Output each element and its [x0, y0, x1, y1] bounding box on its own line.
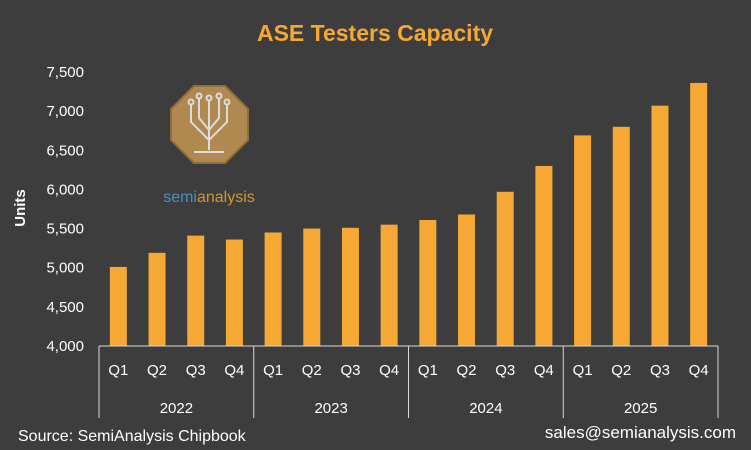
- chart-title: ASE Testers Capacity: [257, 20, 493, 46]
- y-tick-label: 7,000: [46, 103, 84, 120]
- bars: [109, 82, 708, 347]
- bar: [148, 252, 166, 346]
- bar: [187, 235, 205, 346]
- x-tick-label: Q4: [534, 362, 554, 379]
- bar: [380, 224, 398, 346]
- y-tick-label: 6,500: [46, 142, 84, 159]
- x-tick-label: Q1: [263, 362, 283, 379]
- x-tick-label: Q1: [108, 362, 128, 379]
- x-tick-label: Q3: [650, 362, 670, 379]
- logo-wordmark: semianalysis: [163, 189, 255, 206]
- x-group-label: 2024: [469, 400, 502, 417]
- y-axis: 4,000 4,500 5,000 5,500 6,000 6,500 7,000 7,500: [46, 64, 84, 355]
- bar: [264, 232, 282, 346]
- y-tick-label: 4,000: [46, 338, 84, 355]
- bar: [341, 227, 359, 346]
- x-tick-label: Q2: [147, 362, 167, 379]
- y-tick-label: 5,500: [46, 221, 84, 238]
- bar: [109, 266, 127, 346]
- x-tick-label: Q3: [495, 362, 515, 379]
- bar: [225, 239, 243, 346]
- bar: [690, 82, 708, 347]
- x-axis: Q1 Q2 Q3 Q4 Q1 Q2 Q3 Q4 Q1 Q2 Q3 Q4 Q1 Q2 Q3 Q4 2022 2023…: [98, 345, 719, 418]
- x-tick-label: Q4: [224, 362, 244, 379]
- source-note: Source: SemiAnalysis Chipbook: [18, 428, 247, 445]
- tree-circuit-icon: [187, 92, 231, 153]
- semianalysis-logo: semianalysis: [163, 85, 255, 206]
- x-tick-label: Q4: [379, 362, 399, 379]
- y-tick-label: 6,000: [46, 181, 84, 198]
- y-tick-label: 4,500: [46, 299, 84, 316]
- contact-email: sales@semianalysis.com: [545, 423, 736, 442]
- bar: [535, 165, 553, 346]
- x-tick-label: Q3: [340, 362, 360, 379]
- x-tick-label: Q4: [689, 362, 709, 379]
- x-tick-label: Q2: [457, 362, 477, 379]
- x-tick-label: Q2: [611, 362, 631, 379]
- x-group-label: 2023: [314, 400, 347, 417]
- x-group-label: 2022: [160, 400, 193, 417]
- bar: [574, 135, 592, 346]
- bar: [458, 214, 476, 346]
- y-tick-label: 7,500: [46, 64, 84, 81]
- bar: [612, 126, 630, 346]
- x-tick-label: Q2: [302, 362, 322, 379]
- bar: [496, 191, 514, 346]
- x-tick-label: Q1: [418, 362, 438, 379]
- bar: [651, 105, 669, 346]
- y-axis-label: Units: [12, 189, 29, 227]
- x-tick-label: Q1: [573, 362, 593, 379]
- x-group-label: 2025: [624, 400, 657, 417]
- x-tick-label: Q3: [186, 362, 206, 379]
- y-tick-label: 5,000: [46, 260, 84, 277]
- bar: [419, 219, 437, 346]
- bar: [303, 228, 321, 346]
